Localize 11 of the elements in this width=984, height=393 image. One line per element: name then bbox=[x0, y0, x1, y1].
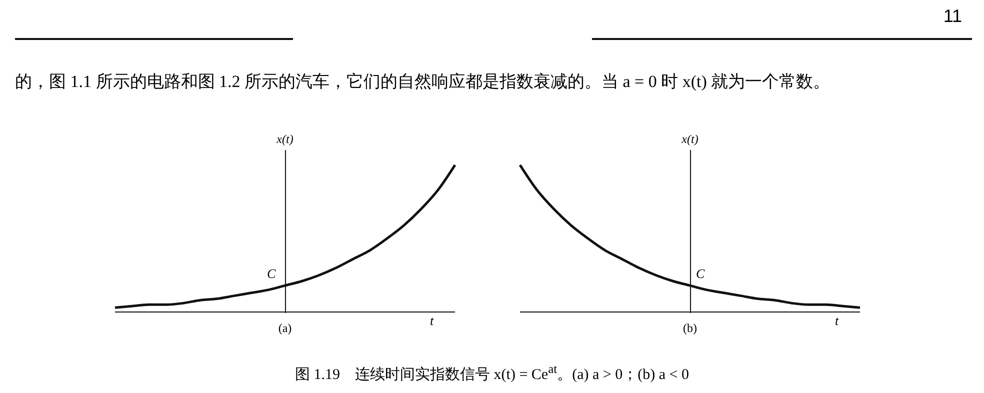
text: 11 bbox=[943, 6, 962, 27]
annotation: C bbox=[267, 266, 276, 282]
x-axis-title: t bbox=[430, 313, 434, 329]
text: (a) bbox=[277, 321, 293, 336]
text: 的，图 1.1 所示的电路和图 1.2 所示的汽车，它们的自然响应都是指数衰减的。当 a = 0 时 x(t) 就为一个常数。 bbox=[15, 71, 832, 93]
y-axis-title: x(t) bbox=[276, 132, 294, 147]
y-axis-title: x(t) bbox=[680, 132, 700, 147]
text: (b) bbox=[682, 321, 698, 336]
annotation: C bbox=[696, 266, 705, 282]
caption: 图 1.19 连续时间实指数信号 x(t) = Ce$^{at}$。(a) a > 0；(b) a < 0 bbox=[294, 362, 690, 384]
x-axis-title: t bbox=[835, 313, 839, 329]
